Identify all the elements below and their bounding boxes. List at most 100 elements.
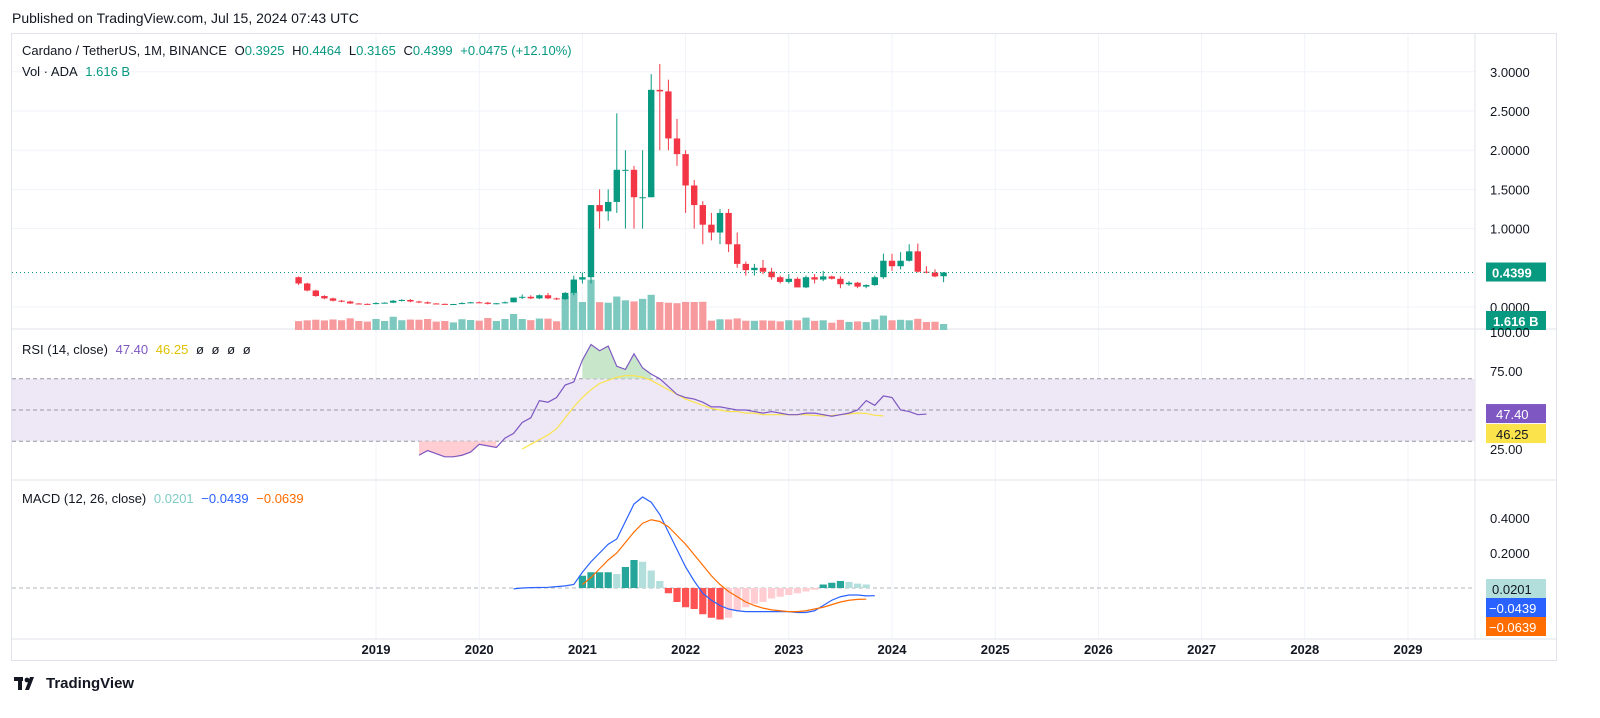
volume-bar [458, 319, 466, 330]
high-value: 0.4464 [301, 43, 342, 58]
macd-histogram-bar [613, 574, 621, 588]
volume-bar [604, 302, 612, 330]
candle-body [467, 302, 474, 304]
macd-histogram-bar [845, 581, 853, 588]
rsi-value-tag [1486, 404, 1546, 424]
volume-bar [707, 320, 715, 330]
time-tick-label: 2022 [671, 642, 700, 657]
tradingview-brand[interactable]: TradingView [14, 675, 134, 692]
candle-body [355, 303, 362, 305]
volume-bar [639, 298, 647, 330]
candle-body [433, 303, 440, 305]
close-value: 0.4399 [412, 43, 453, 58]
volume-tag [1486, 311, 1546, 330]
candle-body [725, 212, 732, 245]
rsi-extra: ø [195, 342, 204, 357]
candle-body [665, 91, 672, 139]
volume-bar [845, 321, 853, 330]
volume-bar [432, 321, 440, 330]
candle-body [587, 205, 595, 278]
volume-last-label: 1.616 B [1493, 314, 1539, 329]
volume-bar [828, 322, 836, 330]
rsi-tick-label: 100.00 [1490, 325, 1530, 340]
volume-bar [312, 319, 320, 330]
volume-bar [553, 321, 561, 330]
chart-frame[interactable]: 3.0000 2.5000 2.0000 1.5000 1.0000 0.0000 0.43… [11, 33, 1557, 661]
volume-bar [518, 319, 526, 330]
candle-body [304, 283, 311, 291]
macd-histogram-bar [578, 575, 586, 588]
volume-bar [725, 319, 733, 330]
macd-histogram-bar [776, 588, 784, 597]
candle-body [450, 304, 457, 306]
candle-body [931, 272, 939, 277]
candle-body [372, 303, 380, 305]
rsi-ma-line [521, 375, 884, 450]
volume-bar [621, 300, 629, 330]
price-tick-label: 1.5000 [1490, 182, 1530, 197]
volume-label[interactable]: Vol · ADA [22, 64, 78, 79]
candle-body [914, 251, 921, 272]
volume-bar [819, 320, 827, 330]
macd-histogram-bar [587, 572, 595, 588]
rsi-ma-tag [1486, 424, 1546, 444]
volume-bar [561, 296, 569, 330]
rsi-legend: RSI (14, close) 47.40 46.25 ø ø ø ø [22, 342, 255, 357]
macd-hist-tag [1486, 579, 1546, 598]
volume-bar [484, 318, 492, 330]
volume-bar [733, 318, 741, 330]
candle-body [544, 295, 552, 299]
time-tick-label: 2019 [362, 642, 391, 657]
candle-body [329, 298, 337, 301]
candle-body [493, 303, 500, 305]
macd-hist-last-label: 0.0201 [1492, 582, 1532, 597]
volume-bar [303, 320, 311, 330]
rsi-line [418, 343, 927, 458]
open-value: 0.3925 [244, 43, 285, 58]
symbol-label[interactable]: Cardano / TetherUS, 1M, BINANCE [22, 43, 227, 58]
open-label: O [234, 43, 245, 58]
volume-bar [329, 319, 337, 330]
candle-body [553, 298, 560, 300]
volume-bar [475, 320, 483, 330]
volume-bar [854, 321, 862, 330]
volume-bar [836, 319, 844, 330]
volume-bar [742, 320, 750, 330]
rsi-label[interactable]: RSI (14, close) [22, 342, 108, 357]
macd-histogram-bar [811, 588, 819, 590]
volume-bar [467, 320, 475, 330]
macd-tick-label: 0.2000 [1490, 546, 1530, 561]
candle-body [407, 299, 414, 302]
candle-body [673, 138, 681, 155]
candle-body [648, 89, 655, 198]
candle-body [630, 169, 638, 198]
volume-bar [613, 296, 621, 330]
candle-body [639, 197, 646, 199]
rsi-overbought-fill [582, 344, 652, 379]
macd-label[interactable]: MACD (12, 26, close) [22, 491, 147, 506]
rsi-last-label: 47.40 [1496, 407, 1529, 422]
rsi-extra: ø [227, 342, 236, 357]
candle-body [759, 267, 767, 272]
rsi-oversold-fill [419, 441, 497, 457]
volume-bar [355, 321, 363, 330]
macd-tick-label: 0.4000 [1490, 511, 1530, 526]
low-label: L [348, 43, 357, 58]
macd-histogram-bar [793, 588, 801, 594]
volume-bar [750, 320, 758, 330]
volume-bar [656, 302, 664, 330]
candle-body [854, 282, 861, 287]
chart-svg[interactable]: 3.00002.50002.00001.50001.00000.00000.43… [12, 34, 1556, 660]
rsi-value: 47.40 [115, 342, 149, 357]
macd-histogram-bar [768, 588, 776, 599]
candle-body [923, 271, 930, 273]
volume-bar [922, 322, 930, 330]
candle-body [527, 296, 534, 299]
candle-body [742, 263, 749, 271]
candle-body [613, 169, 620, 202]
volume-bar [363, 321, 371, 330]
volume-bar [630, 301, 638, 330]
volume-bar [424, 319, 432, 330]
candle-body [596, 205, 603, 212]
volume-bar [776, 321, 784, 330]
